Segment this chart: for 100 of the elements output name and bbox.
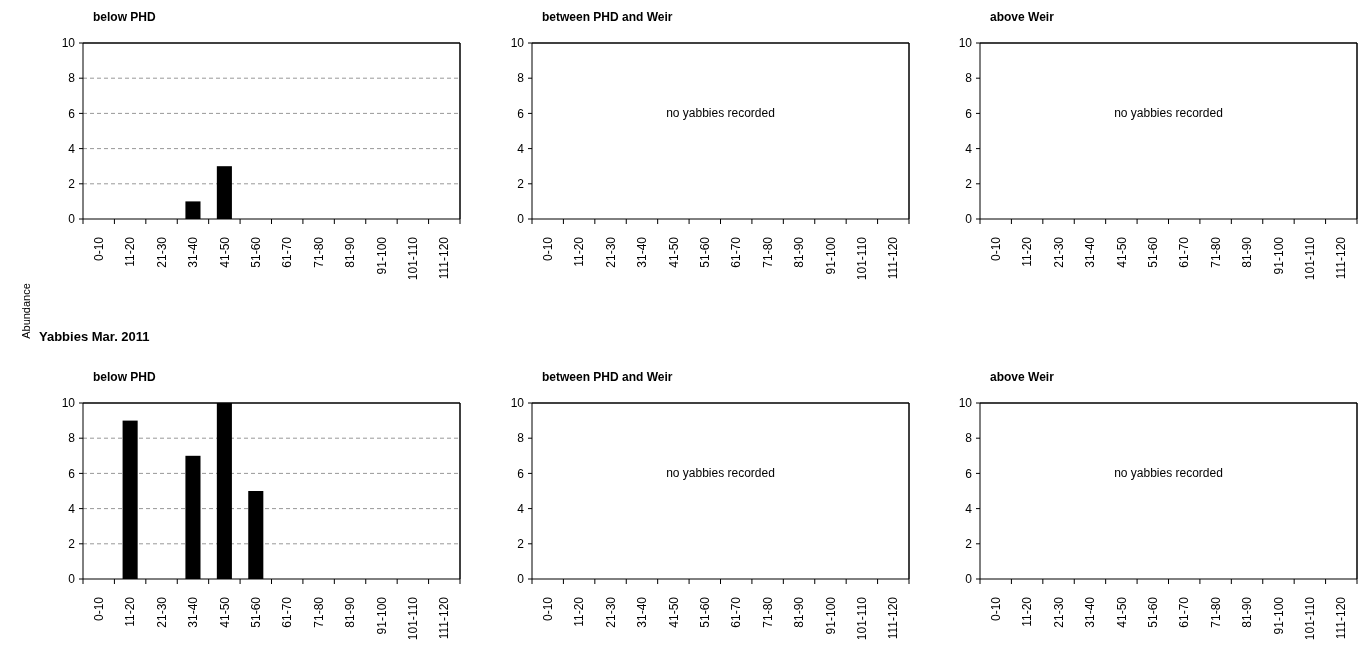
x-tick-label: 91-100 [823,596,838,635]
y-tick-label: 0 [965,212,973,227]
x-tick-label: 0-10 [540,236,555,262]
x-tick-label: 41-50 [1114,596,1129,628]
x-tick-label: 31-40 [635,236,650,268]
x-tick-label: 101-110 [855,236,870,281]
x-tick-label: 81-90 [1240,236,1255,268]
x-tick-label: 41-50 [217,236,232,268]
x-tick-label: 101-110 [1303,236,1318,281]
x-tick-label: 21-30 [603,236,618,268]
x-tick-label: 41-50 [1114,236,1129,268]
x-tick-label: 31-40 [186,236,201,268]
y-tick-label: 2 [517,537,525,551]
x-tick-label: 111-120 [437,596,452,640]
x-tick-label: 71-80 [311,596,326,628]
x-tick-label: 0-10 [988,236,1003,262]
y-tick-label: 6 [965,106,973,121]
x-tick-label: 31-40 [1083,596,1098,628]
x-tick-label: 21-30 [603,596,618,628]
y-tick-label: 8 [68,71,76,86]
x-tick-label: 91-100 [374,236,389,275]
x-tick-label: 111-120 [437,236,452,280]
x-tick-label: 31-40 [186,596,201,628]
x-tick-label: 91-100 [374,596,389,635]
x-tick-label: 61-70 [280,236,295,268]
x-tick-label: 21-30 [154,236,169,268]
x-tick-label: 91-100 [1271,236,1286,275]
x-tick-label: 111-120 [886,236,901,280]
x-tick-label: 81-90 [792,596,807,628]
x-tick-label: 51-60 [1145,236,1160,268]
y-tick-label: 4 [517,141,525,156]
x-tick-label: 51-60 [697,236,712,268]
x-tick-label: 91-100 [823,236,838,275]
x-tick-label: 71-80 [1208,236,1223,268]
chart-subtitle: below PHD [93,10,157,24]
chart-subtitle: between PHD and Weir [542,370,673,384]
x-tick-label: 41-50 [666,236,681,268]
y-tick-label: 2 [68,537,76,551]
x-tick-label: 11-20 [1020,596,1035,627]
x-tick-label: 0-10 [91,236,106,262]
x-tick-label: 61-70 [1177,596,1192,628]
x-tick-label: 41-50 [217,596,232,628]
y-tick-label: 0 [68,212,76,227]
x-tick-label: 61-70 [1177,236,1192,268]
x-tick-label: 81-90 [792,236,807,268]
y-tick-label: 8 [965,431,973,446]
x-tick-label: 31-40 [635,596,650,628]
x-tick-label: 61-70 [280,596,295,628]
x-tick-label: 111-120 [1334,596,1349,640]
y-axis-title: Abundance [20,283,32,339]
x-tick-label: 11-20 [123,236,138,267]
y-tick-label: 0 [517,572,525,587]
chart-subtitle: below PHD [93,370,157,384]
x-tick-label: 71-80 [1208,596,1223,628]
x-tick-label: 11-20 [1020,236,1035,267]
x-tick-label: 11-20 [572,236,587,267]
y-tick-label: 0 [517,212,525,227]
chart-subtitle: between PHD and Weir [542,10,673,24]
x-tick-label: 111-120 [1334,236,1349,280]
x-tick-label: 81-90 [343,236,358,268]
x-tick-label: 11-20 [123,596,138,627]
y-tick-label: 6 [517,466,525,481]
x-tick-label: 61-70 [729,596,744,628]
y-tick-label: 6 [517,106,525,121]
x-tick-label: 0-10 [988,596,1003,622]
x-tick-label: 81-90 [1240,596,1255,628]
x-tick-label: 51-60 [1145,596,1160,628]
chart-title: Yabbies Mar. 2011 [39,329,150,344]
y-tick-label: 4 [965,141,973,156]
y-tick-label: 6 [68,106,76,121]
y-tick-label: 2 [68,177,76,191]
x-tick-label: 21-30 [1051,596,1066,628]
y-tick-label: 4 [517,501,525,516]
y-tick-label: 10 [958,36,973,51]
x-tick-label: 31-40 [1083,236,1098,268]
y-tick-label: 10 [510,36,525,51]
x-tick-label: 101-110 [1303,596,1318,641]
x-tick-label: 61-70 [729,236,744,268]
x-tick-label: 91-100 [1271,596,1286,635]
chart-subtitle: above Weir [990,370,1055,384]
x-tick-label: 71-80 [760,236,775,268]
y-tick-label: 2 [517,177,525,191]
y-tick-label: 8 [965,71,973,86]
y-tick-label: 0 [68,572,76,587]
x-tick-label: 0-10 [540,596,555,622]
x-tick-label: 21-30 [154,596,169,628]
y-tick-label: 0 [965,572,973,587]
y-tick-label: 8 [517,71,525,86]
x-tick-label: 81-90 [343,596,358,628]
y-tick-label: 8 [517,431,525,446]
annotation: no yabbies recorded [1114,465,1223,480]
x-tick-label: 51-60 [697,596,712,628]
y-tick-label: 4 [68,141,76,156]
y-tick-label: 10 [61,36,76,51]
y-tick-label: 6 [965,466,973,481]
y-tick-label: 4 [965,501,973,516]
x-tick-label: 51-60 [248,236,263,268]
chart-subtitle: above Weir [990,10,1055,24]
annotation: no yabbies recorded [666,105,775,120]
y-tick-label: 2 [965,177,973,191]
